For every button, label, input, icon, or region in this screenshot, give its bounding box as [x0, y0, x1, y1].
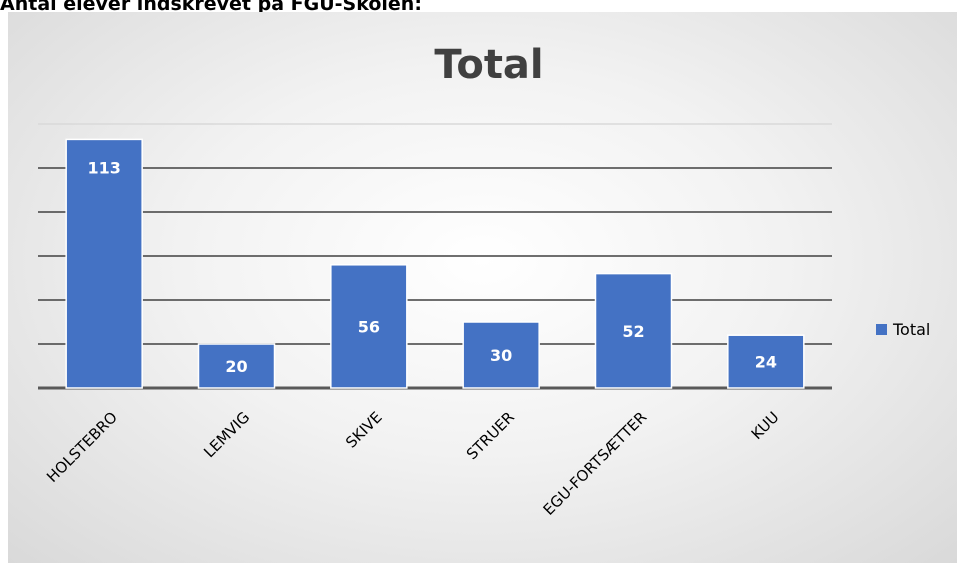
bar [594, 272, 673, 389]
data-label: 52 [622, 322, 644, 341]
data-label: 20 [225, 357, 247, 376]
chart-title: Total [434, 42, 543, 88]
category-label: HOLSTEBRO [43, 408, 121, 486]
data-label: 30 [490, 346, 512, 365]
bar [462, 321, 540, 389]
data-labels: 113 20 56 30 52 24 [87, 158, 777, 376]
bars [65, 138, 805, 389]
page-heading: Antal elever indskrevet på FGU-Skolen: [0, 0, 422, 15]
data-label: 56 [358, 317, 380, 336]
legend: Total [876, 320, 930, 339]
legend-swatch [876, 324, 887, 335]
category-label: KUU [748, 408, 783, 443]
bar [65, 138, 143, 389]
gridlines [38, 123, 832, 390]
legend-label: Total [892, 320, 930, 339]
bar [197, 343, 276, 389]
category-label: LEMVIG [200, 408, 253, 461]
category-label: STRUER [463, 408, 518, 463]
bar [727, 334, 805, 389]
category-label: EGU-FORTSÆTTER [540, 408, 651, 519]
data-label: 24 [755, 353, 777, 372]
bar [330, 264, 408, 389]
chart-area [8, 12, 957, 563]
data-label: 113 [87, 158, 120, 177]
category-labels: HOLSTEBRO LEMVIG SKIVE STRUER EGU-FORTSÆTTER… [43, 408, 783, 519]
category-label: SKIVE [342, 408, 386, 452]
